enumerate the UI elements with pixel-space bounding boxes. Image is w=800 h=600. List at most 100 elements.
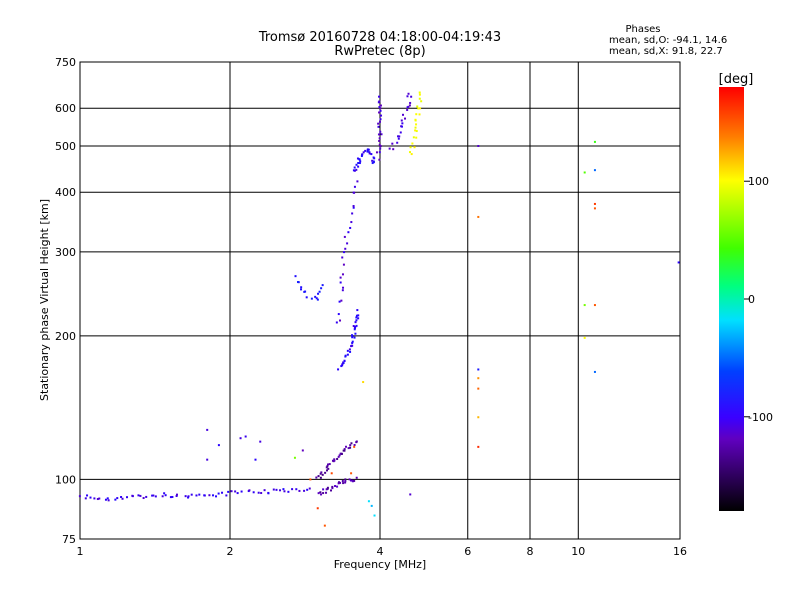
trace-point xyxy=(356,157,359,160)
data-point xyxy=(316,507,319,510)
trace-point xyxy=(351,336,354,339)
trace-point xyxy=(316,298,319,301)
data-point xyxy=(583,336,586,339)
trace-point xyxy=(341,364,344,367)
trace-point xyxy=(372,161,375,164)
trace-point xyxy=(318,290,321,293)
trace-point xyxy=(341,363,344,366)
y-tick-label: 400 xyxy=(55,186,76,199)
trace-point xyxy=(415,113,418,116)
trace-point xyxy=(240,490,243,493)
colorbar-tick-label: -100 xyxy=(748,411,773,424)
trace-point xyxy=(107,499,110,502)
trace-point xyxy=(339,281,342,284)
trace-point xyxy=(366,148,369,151)
trace-point xyxy=(337,455,340,458)
trace-point xyxy=(350,442,353,445)
trace-point xyxy=(331,487,334,490)
trace-point xyxy=(215,495,218,498)
trace-point xyxy=(319,472,322,475)
trace-point xyxy=(352,325,355,328)
trace-point xyxy=(344,478,347,481)
data-point xyxy=(206,428,209,431)
trace-point xyxy=(361,153,364,156)
trace-point xyxy=(315,476,318,479)
trace-point xyxy=(208,494,211,497)
trace-point xyxy=(321,284,324,287)
data-point xyxy=(593,202,596,205)
trace-point xyxy=(350,221,353,224)
trace-point xyxy=(371,159,374,162)
y-tick-label: 750 xyxy=(55,56,76,69)
trace-point xyxy=(106,497,109,500)
trace-point xyxy=(248,489,251,492)
trace-point xyxy=(397,135,400,138)
data-point xyxy=(259,440,262,443)
data-point xyxy=(593,207,596,210)
trace-point xyxy=(357,317,360,320)
trace-point xyxy=(379,109,382,112)
trace-point xyxy=(378,100,381,103)
trace-point xyxy=(347,231,350,234)
trace-point xyxy=(142,497,145,500)
trace-point xyxy=(121,497,124,500)
trace-point xyxy=(337,368,340,371)
data-point xyxy=(593,169,596,172)
trace-point xyxy=(344,445,347,448)
trace-point xyxy=(378,106,381,109)
trace-point xyxy=(338,481,341,484)
trace-point xyxy=(263,489,266,492)
trace-point xyxy=(379,118,382,121)
trace-point xyxy=(319,491,322,494)
chart-title: Tromsø 20160728 04:18:00-04:19:43 xyxy=(258,30,501,45)
trace-point xyxy=(325,466,328,469)
x-tick-label: 1 xyxy=(77,545,84,558)
trace-point xyxy=(407,92,410,95)
trace-point xyxy=(343,251,346,254)
trace-point xyxy=(325,491,328,494)
trace-point xyxy=(314,295,317,298)
trace-point xyxy=(325,469,328,472)
trace-point xyxy=(357,165,360,168)
trace-point xyxy=(351,480,354,483)
trace-point xyxy=(409,101,412,104)
trace-point xyxy=(354,321,357,324)
trace-point xyxy=(310,297,313,300)
trace-point xyxy=(406,108,409,111)
trace-point xyxy=(418,97,421,100)
trace-point xyxy=(349,350,352,353)
trace-point xyxy=(347,447,350,450)
data-point xyxy=(477,377,480,380)
trace-point xyxy=(355,316,358,319)
trace-point xyxy=(86,494,89,497)
trace-point xyxy=(217,492,220,495)
trace-point xyxy=(368,152,371,155)
trace-point xyxy=(334,484,337,487)
trace-point xyxy=(317,292,320,295)
trace-point xyxy=(287,490,290,493)
trace-point xyxy=(353,336,356,339)
colorbar-tick-label: 0 xyxy=(748,293,755,306)
trace-point xyxy=(346,349,349,352)
trace-point xyxy=(419,107,422,110)
trace-point xyxy=(336,457,339,460)
trace-point xyxy=(357,162,360,165)
colorbar xyxy=(719,87,744,511)
trace-point xyxy=(415,136,418,139)
trace-point xyxy=(378,139,381,142)
trace-point xyxy=(356,309,359,312)
trace-point xyxy=(379,130,382,133)
data-point xyxy=(239,437,242,440)
trace-point xyxy=(331,485,334,488)
trace-point xyxy=(415,130,418,133)
trace-point xyxy=(349,446,352,449)
trace-point xyxy=(319,476,322,479)
trace-point xyxy=(341,256,344,259)
trace-point xyxy=(195,494,198,497)
trace-point xyxy=(380,133,383,136)
trace-point xyxy=(343,359,346,362)
trace-point xyxy=(360,155,363,158)
trace-point xyxy=(414,119,417,122)
trace-point xyxy=(355,324,358,327)
trace-point xyxy=(358,158,361,161)
